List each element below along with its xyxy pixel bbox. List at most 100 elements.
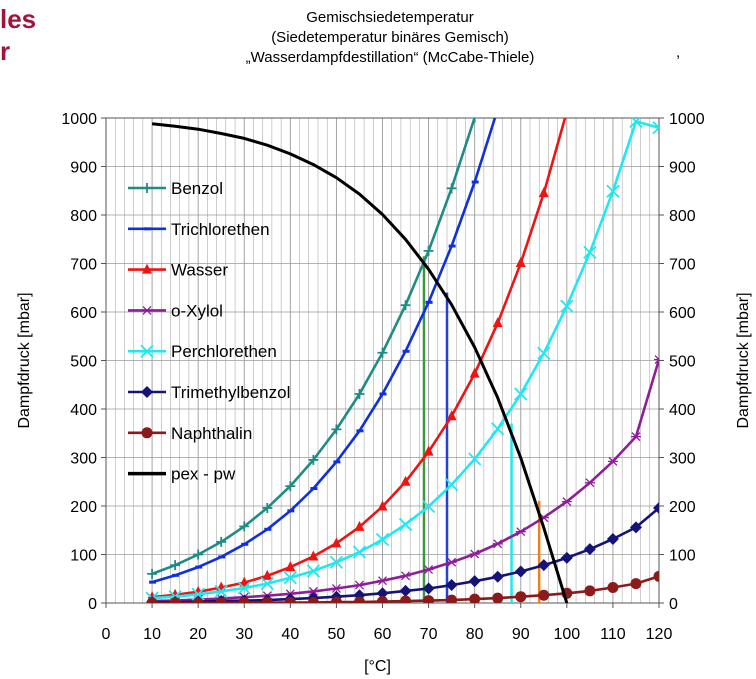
data-point	[140, 344, 154, 358]
y-tick-label-left: 500	[70, 354, 97, 371]
x-tick-label: 110	[600, 626, 626, 643]
data-point	[446, 557, 457, 567]
data-point	[492, 539, 503, 549]
y-tick-label-left: 200	[70, 499, 97, 516]
data-point	[514, 565, 527, 578]
data-point	[422, 582, 435, 595]
data-point	[584, 478, 595, 488]
legend-label: Trimethylbenzol	[171, 383, 290, 402]
data-point	[446, 410, 457, 421]
data-point	[352, 545, 367, 559]
legend-label: o-Xylol	[171, 301, 223, 320]
data-point	[607, 581, 619, 593]
data-point	[146, 597, 158, 603]
data-point	[377, 596, 388, 603]
data-point	[306, 564, 321, 578]
data-point	[492, 592, 504, 603]
data-point	[238, 597, 250, 603]
data-point	[400, 475, 411, 486]
y-axis-label-right: Dampfdruck [mbar]	[735, 292, 752, 428]
chart-title-line-1: Gemischsiedetemperatur	[306, 9, 474, 26]
data-point	[560, 551, 573, 564]
y-tick-label-left: 0	[88, 596, 97, 613]
data-point	[191, 587, 205, 601]
data-point	[400, 571, 411, 581]
data-point	[215, 597, 227, 603]
data-point	[376, 587, 389, 600]
data-point	[260, 576, 274, 591]
chart-title: Gemischsiedetemperatur (Siedetemperatur …	[150, 8, 630, 68]
data-point	[654, 355, 659, 364]
data-point	[147, 568, 158, 579]
data-point	[444, 478, 459, 492]
data-point	[330, 596, 342, 603]
data-point	[469, 367, 480, 378]
data-point	[308, 586, 319, 596]
data-point	[423, 565, 434, 574]
data-point	[353, 596, 365, 603]
data-point	[629, 521, 642, 534]
x-tick-label: 120	[646, 626, 673, 643]
legend-label: Trichlorethen	[171, 220, 270, 239]
data-point	[537, 559, 550, 572]
data-point	[262, 502, 273, 513]
legend-label: Benzol	[171, 179, 223, 198]
x-tick-label: 20	[189, 626, 207, 643]
data-point	[193, 549, 204, 560]
y-tick-label-right: 700	[669, 257, 696, 274]
x-tick-label: 40	[281, 626, 299, 643]
data-point	[606, 184, 620, 198]
x-tick-label: 60	[374, 626, 392, 643]
data-point	[239, 576, 250, 587]
data-point	[142, 183, 152, 193]
data-point	[468, 452, 482, 466]
x-tick-label: 0	[102, 626, 111, 643]
page-fragment-line1: les	[0, 4, 37, 34]
data-point	[329, 555, 344, 569]
y-tick-label-left: 1000	[61, 111, 97, 128]
data-point	[630, 432, 641, 442]
data-point	[261, 597, 273, 603]
data-point	[170, 560, 181, 571]
data-point	[331, 537, 342, 548]
series-line	[151, 118, 497, 584]
series-perchlorethen	[145, 118, 659, 603]
y-tick-label-right: 400	[669, 402, 696, 419]
data-point	[375, 532, 390, 547]
data-point	[421, 499, 436, 514]
series-pex-pw	[151, 122, 569, 603]
y-tick-label-right: 200	[669, 499, 696, 516]
data-point	[283, 571, 297, 585]
trailing-mark: ,	[676, 44, 681, 61]
data-point	[445, 579, 458, 592]
y-tick-label-left: 400	[70, 402, 97, 419]
y-tick-label-right: 300	[669, 451, 696, 468]
y-tick-label-right: 1000	[669, 111, 705, 128]
data-point	[192, 597, 204, 603]
x-tick-label: 100	[553, 626, 580, 643]
data-point	[141, 386, 153, 398]
data-point	[377, 576, 388, 586]
data-point	[262, 569, 273, 580]
data-point	[515, 527, 526, 537]
data-point	[354, 520, 365, 531]
data-point	[285, 561, 296, 572]
data-point	[469, 118, 480, 123]
data-point	[468, 575, 481, 588]
x-tick-label: 90	[512, 626, 530, 643]
legend: Benzol Trichlorethen Wasser o-Xylol Perchlor…	[128, 179, 290, 484]
data-point	[400, 595, 412, 603]
data-point	[514, 387, 528, 401]
data-point	[491, 422, 505, 436]
legend-label: Wasser	[171, 261, 228, 280]
x-tick-label: 50	[328, 626, 346, 643]
data-point	[583, 543, 596, 556]
y-tick-label-left: 800	[70, 208, 97, 225]
data-point	[141, 427, 153, 439]
data-point	[538, 589, 550, 601]
data-point	[538, 187, 549, 198]
series-benzol	[147, 118, 480, 579]
data-point	[398, 517, 413, 532]
data-point	[214, 584, 228, 598]
